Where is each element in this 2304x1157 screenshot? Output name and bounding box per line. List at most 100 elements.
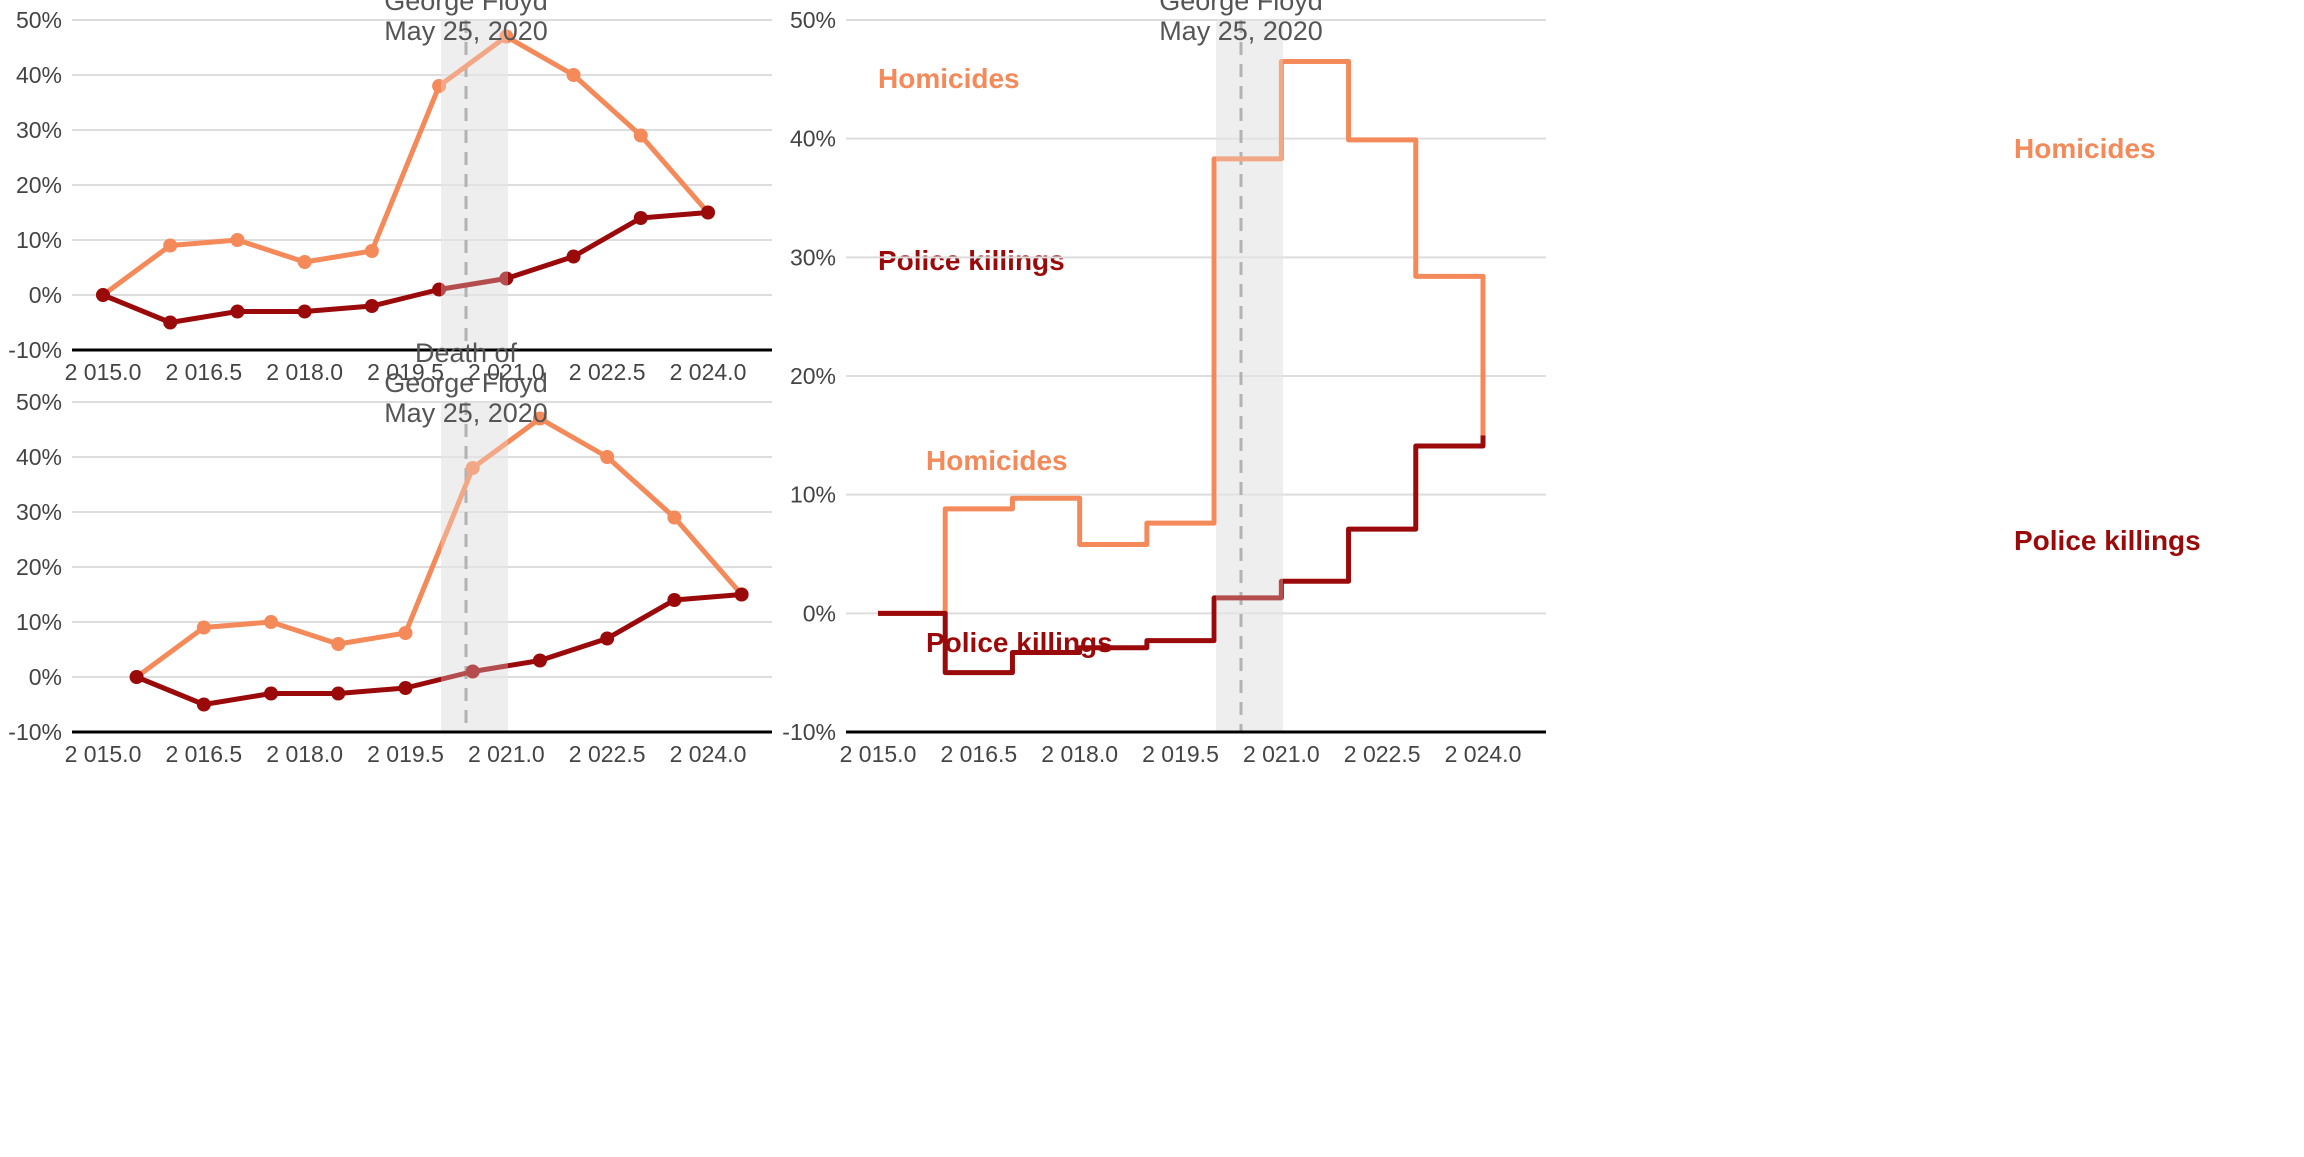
series-line-police-killings: [135, 592, 742, 707]
data-point: [96, 288, 110, 302]
series-line-police-killings: [102, 210, 709, 325]
y-tick-label: 50%: [16, 389, 62, 415]
event-annotation: May 25, 2020: [1159, 16, 1323, 46]
event-annotation: May 25, 2020: [384, 398, 548, 428]
data-point: [196, 697, 211, 712]
x-tick-label: 2 019.5: [1142, 741, 1219, 767]
y-tick-label: 10%: [16, 227, 62, 253]
series-line-police-killings: [878, 435, 1486, 676]
y-tick-label: 30%: [790, 244, 836, 270]
data-point: [432, 79, 447, 93]
data-point: [297, 304, 312, 319]
x-tick-label: 2 016.5: [165, 359, 242, 385]
series-label: Homicides: [926, 445, 1068, 476]
y-tick-label: 20%: [16, 554, 62, 580]
x-tick-label: 2 015.0: [65, 741, 142, 767]
data-point: [465, 461, 480, 475]
x-tick-label: 2 019.5: [367, 741, 444, 767]
x-tick-label: 2 022.5: [569, 741, 646, 767]
x-tick-label: 2 016.5: [165, 741, 242, 767]
x-tick-label: 2 022.5: [569, 359, 646, 385]
x-tick-label: 2 015.0: [65, 359, 142, 385]
event-annotation: George Floyd: [384, 368, 548, 398]
y-tick-label: 0%: [29, 282, 62, 308]
y-tick-label: 0%: [803, 600, 836, 626]
event-band-overlay: [1216, 20, 1283, 732]
y-tick-label: 50%: [790, 7, 836, 33]
x-tick-label: 2 021.0: [468, 359, 545, 385]
data-point: [532, 411, 547, 426]
y-tick-label: 20%: [790, 363, 836, 389]
series-label: Police killings: [878, 245, 1065, 276]
data-point: [532, 653, 547, 668]
y-tick-label: 20%: [16, 172, 62, 198]
y-tick-label: 0%: [29, 664, 62, 690]
data-point: [129, 670, 144, 684]
data-point: [432, 282, 447, 297]
x-tick-label: 2 024.0: [670, 741, 747, 767]
series-label: Homicides: [2014, 133, 2156, 164]
data-point: [667, 510, 682, 525]
x-tick-label: 2 021.0: [468, 741, 545, 767]
chart-panel-right: -10% 0% 10% 20% 30% 40% 50% 2 015.0 2 016.5 2 018…: [782, 0, 2200, 767]
x-tick-label: 2 016.5: [940, 741, 1017, 767]
data-point: [701, 205, 715, 220]
x-tick-label: 2 024.0: [670, 359, 747, 385]
data-point: [465, 664, 480, 679]
x-tick-label: 2 018.0: [1041, 741, 1118, 767]
data-point: [734, 587, 749, 602]
y-tick-label: 30%: [16, 499, 62, 525]
event-annotation: George Floyd: [1159, 0, 1323, 16]
data-point: [297, 255, 312, 269]
event-band-overlay: [441, 402, 508, 732]
data-point: [633, 211, 648, 225]
data-point: [230, 233, 245, 247]
data-point: [633, 128, 648, 143]
data-point: [566, 68, 581, 82]
y-tick-label: 40%: [790, 126, 836, 152]
chart-panel-top-left: -10% 0% 10% 20% 30% 40% 50% 2 015.0 2 016.5 2 018…: [8, 0, 1064, 385]
x-tick-label: 2 019.5: [367, 359, 444, 385]
series-label: Homicides: [878, 63, 1020, 94]
data-point: [163, 238, 178, 253]
y-tick-label: 10%: [790, 482, 836, 508]
data-point: [667, 593, 682, 607]
y-tick-label: 30%: [16, 117, 62, 143]
event-annotation: Death of: [415, 338, 518, 368]
y-tick-label: -10%: [782, 719, 836, 745]
data-point: [600, 450, 615, 464]
data-point: [230, 304, 245, 319]
x-tick-label: 2 015.0: [840, 741, 917, 767]
x-tick-label: 2 018.0: [266, 741, 343, 767]
data-point: [264, 615, 279, 629]
y-tick-label: 50%: [16, 7, 62, 33]
x-tick-label: 2 021.0: [1243, 741, 1320, 767]
event-annotation: May 25, 2020: [384, 16, 548, 46]
series-line-homicides: [135, 416, 744, 680]
data-point: [566, 249, 581, 264]
series-label: Police killings: [2014, 525, 2201, 556]
data-point: [331, 686, 346, 701]
event-band-overlay: [441, 20, 508, 350]
data-point: [163, 315, 178, 330]
x-tick-label: 2 022.5: [1344, 741, 1421, 767]
x-tick-label: 2 024.0: [1445, 741, 1522, 767]
y-tick-label: 40%: [16, 62, 62, 88]
data-point: [499, 271, 514, 286]
data-point: [364, 299, 379, 313]
data-point: [196, 620, 211, 635]
event-annotation: George Floyd: [384, 0, 548, 16]
series-line-homicides: [101, 34, 710, 298]
series-line-homicides: [878, 59, 1486, 616]
data-point: [398, 681, 413, 695]
y-tick-label: 40%: [16, 444, 62, 470]
data-point: [499, 29, 514, 44]
chart-panel-bottom-left: -10%0%10%20%30%40%50%2 015.0 2 016.5 2 018…: [8, 338, 1112, 767]
y-tick-label: -10%: [8, 337, 62, 363]
data-point: [264, 686, 279, 701]
data-point: [364, 244, 379, 258]
data-point: [600, 631, 615, 646]
data-point: [331, 637, 346, 651]
